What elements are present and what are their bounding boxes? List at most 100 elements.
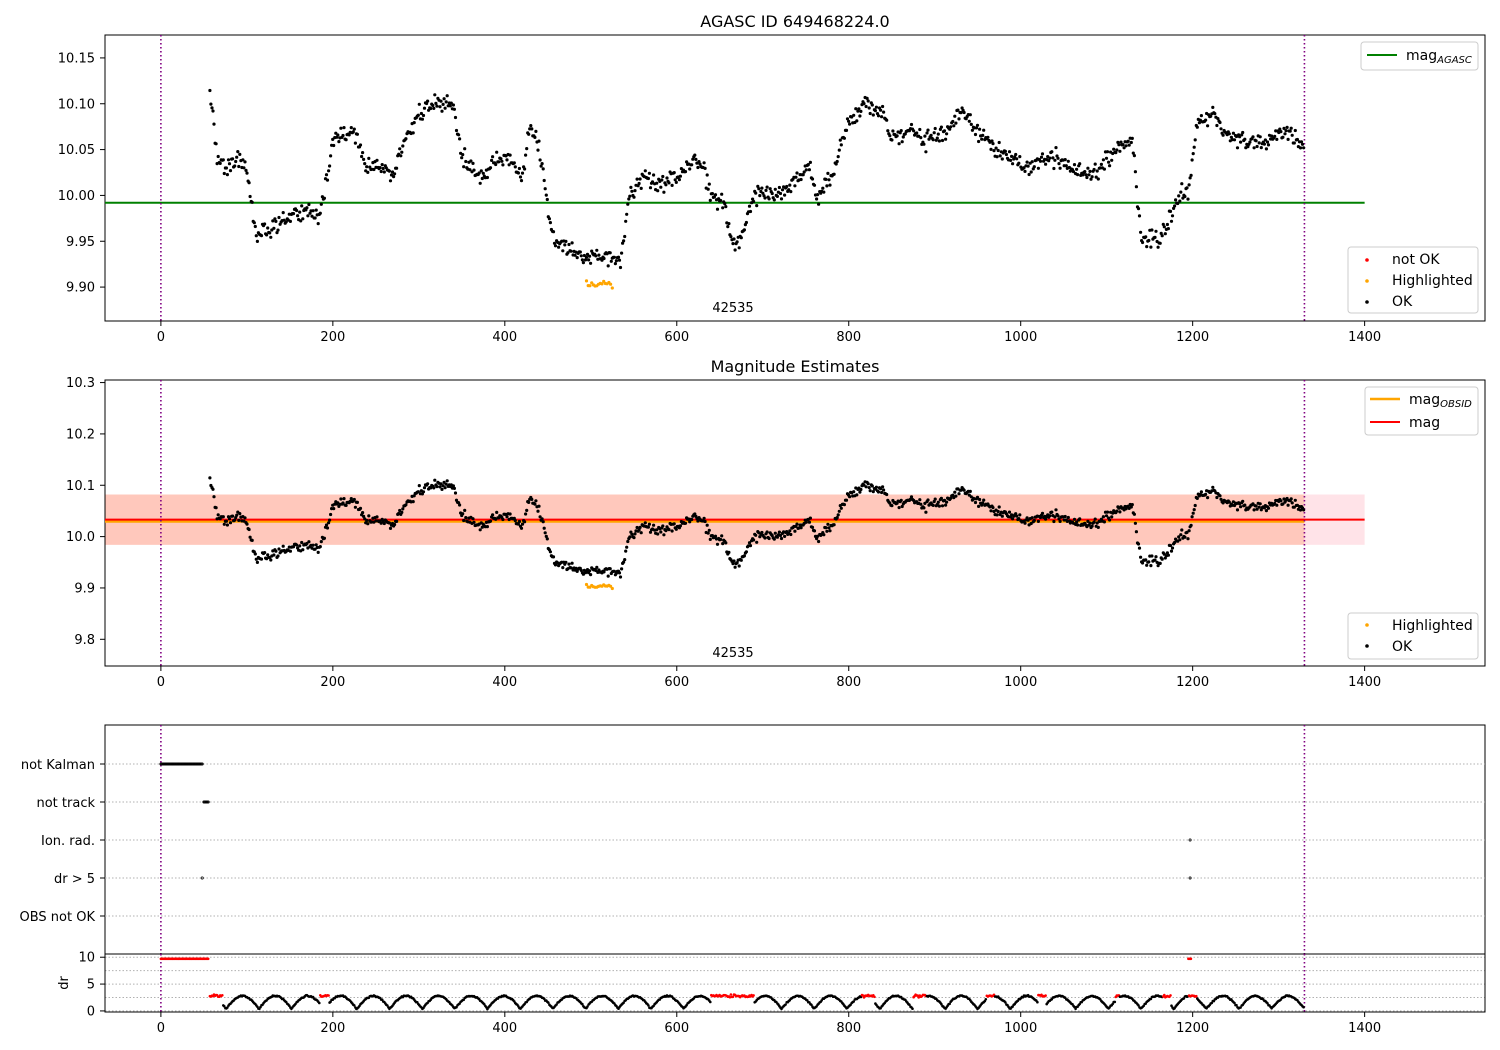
estimates-ok-point — [1075, 520, 1079, 524]
estimates-ok-point — [1186, 537, 1190, 541]
estimates-ok-point — [1147, 560, 1151, 564]
estimates-ok-point — [404, 503, 408, 507]
estimates-ok-point — [922, 506, 926, 510]
agasc-ok-point — [316, 222, 320, 226]
estimates-ok-point — [837, 509, 841, 513]
agasc-ok-point — [951, 119, 955, 124]
agasc-ok-point — [1189, 173, 1193, 177]
estimates-ok-point — [1199, 490, 1203, 494]
agasc-ok-point — [380, 163, 384, 167]
agasc-ok-point — [1141, 240, 1145, 245]
agasc-ok-point — [1052, 166, 1056, 171]
agasc-ok-point — [780, 188, 785, 192]
estimates-ok-point — [924, 510, 928, 514]
agasc-ok-point — [670, 183, 674, 187]
agasc-ok-point — [1027, 172, 1031, 177]
agasc-ok-point — [838, 138, 842, 142]
estimates-ok-point — [732, 559, 736, 563]
agasc-highlighted-point — [600, 282, 604, 286]
estimates-ok-point — [1149, 564, 1153, 568]
estimates-ok-point — [1088, 521, 1092, 525]
agasc-ok-point — [401, 144, 405, 148]
dr-xtick-label: 1000 — [1004, 1021, 1037, 1036]
agasc-ok-point — [454, 128, 459, 133]
estimates-ok-point — [247, 527, 251, 532]
agasc-ok-point — [891, 129, 895, 133]
estimates-ok-point — [324, 523, 329, 527]
agasc-ok-point — [1154, 229, 1158, 233]
agasc-ok-point — [815, 197, 819, 201]
agasc-ok-point — [314, 208, 318, 212]
agasc-ok-point — [969, 122, 973, 126]
agasc-ok-point — [919, 136, 923, 140]
agasc-ok-point — [895, 134, 899, 138]
estimates-ok-point — [1058, 519, 1062, 524]
agasc-highlighted-point — [610, 286, 614, 290]
agasc-ok-point — [1072, 163, 1077, 167]
agasc-ok-point — [387, 169, 391, 173]
agasc-ok-point — [1117, 143, 1121, 147]
estimates-ok-point — [439, 482, 443, 486]
agasc-ok-point — [677, 178, 682, 182]
estimates-ok-point — [702, 516, 706, 520]
agasc-ok-point — [901, 135, 905, 139]
agasc-ok-point — [295, 208, 299, 213]
agasc-ok-point — [808, 160, 813, 164]
dr-xtick-label: 1400 — [1348, 1021, 1381, 1036]
estimates-ok-point — [897, 506, 901, 510]
estimates-ok-point — [519, 526, 524, 530]
estimates-ok-point — [1293, 498, 1297, 502]
agasc-ok-point — [764, 188, 768, 192]
estimates-ok-point — [975, 495, 980, 499]
agasc-ok-point — [936, 132, 940, 136]
agasc-ok-point — [614, 259, 619, 263]
agasc-ok-point — [939, 125, 944, 129]
agasc-ok-point — [372, 167, 376, 172]
agasc-ok-point — [244, 168, 248, 172]
agasc-ok-point — [731, 242, 735, 246]
agasc-ok-point — [1075, 167, 1079, 171]
estimates-ok-point — [400, 510, 404, 514]
estimates-ok-point — [237, 518, 241, 523]
agasc-ok-point — [1286, 137, 1290, 141]
agasc-ok-point — [432, 106, 436, 110]
estimates-ok-point — [1279, 499, 1283, 503]
estimates-ok-point — [643, 521, 647, 525]
agasc-ok-point — [779, 197, 784, 201]
estimates-ok-point — [926, 498, 930, 502]
agasc-ok-point — [862, 102, 866, 106]
agasc-ok-point — [1187, 183, 1191, 187]
agasc-ok-point — [1011, 162, 1015, 166]
agasc-ok-point — [1064, 164, 1068, 168]
agasc-ok-point — [1099, 162, 1103, 166]
agasc-ok-point — [1032, 165, 1036, 169]
agasc-ok-point — [1298, 146, 1303, 150]
dr-high-point — [206, 957, 210, 961]
agasc-ok-point — [1115, 148, 1119, 152]
estimates-ok-point — [228, 521, 233, 525]
estimates-ok-point — [520, 522, 525, 526]
estimates-ok-point — [760, 530, 764, 535]
agasc-ok-point — [609, 259, 613, 263]
agasc-ok-point — [697, 160, 701, 164]
agasc-ok-point — [847, 119, 851, 123]
agasc-ok-point — [953, 114, 957, 118]
estimates-ok-point — [1056, 514, 1060, 518]
agasc-ok-point — [513, 165, 517, 169]
agasc-ok-point — [882, 110, 886, 114]
agasc-ok-point — [242, 166, 246, 170]
dr-point — [873, 995, 876, 999]
agasc-xtick-label: 1000 — [1004, 330, 1037, 345]
agasc-ok-point — [1149, 245, 1153, 249]
agasc-ok-point — [1089, 177, 1093, 181]
estimates-ok-point — [807, 520, 812, 524]
agasc-ok-point — [616, 255, 621, 259]
agasc-ok-point — [567, 242, 571, 247]
agasc-ok-point — [485, 175, 489, 180]
agasc-ok-point — [960, 106, 964, 110]
agasc-ok-point — [269, 235, 273, 239]
agasc-ok-point — [788, 183, 792, 187]
estimates-ok-point — [661, 524, 665, 528]
agasc-ok-point — [349, 126, 353, 130]
agasc-ok-point — [639, 186, 643, 190]
